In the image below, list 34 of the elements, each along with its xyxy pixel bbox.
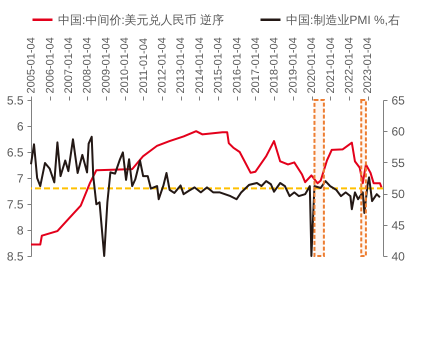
x-tick-label: 2005-01-04	[26, 37, 38, 94]
y-tick-label: 8.5	[6, 250, 24, 264]
x-tick-label: 2012-01-04	[156, 37, 168, 94]
y2-tick-label: 55	[392, 156, 406, 170]
x-tick-label: 2018-01-04	[268, 37, 281, 94]
legend-label: 中国:制造业PMI %,右	[286, 12, 400, 27]
x-tick-label: 2022-01-04	[343, 37, 356, 94]
x-tick-label: 2017-01-04	[250, 37, 262, 94]
x-tick-label: 2008-01-04	[82, 37, 94, 94]
y2-tick-label: 40	[392, 250, 406, 264]
y2-tick-label: 45	[392, 218, 406, 232]
y-tick-label: 7.5	[6, 198, 24, 212]
x-tick-label: 2015-01-04	[212, 37, 225, 94]
y2-tick-label: 50	[392, 187, 406, 202]
y-tick-label: 8	[16, 224, 24, 238]
x-tick-label: 2006-01-04	[44, 37, 56, 94]
y-tick-label: 6.5	[6, 146, 24, 160]
x-tick-label: 2007-01-04	[63, 37, 76, 94]
x-tick-label: 2016-01-04	[231, 37, 244, 94]
y2-tick-label: 65	[392, 94, 406, 108]
y-tick-label: 5.5	[6, 94, 24, 108]
legend-label: 中国:中间价:美元兑人民币 逆序	[58, 12, 224, 27]
x-tick-label: 2021-01-04	[324, 37, 337, 94]
x-tick-label: 2023-01-04	[362, 37, 374, 94]
x-tick-label: 2010-01-04	[119, 37, 132, 94]
y2-tick-label: 60	[392, 124, 406, 139]
x-tick-label: 2011-01-04	[138, 38, 150, 94]
x-tick-label: 2019-01-04	[287, 37, 300, 94]
x-tick-label: 2014-01-04	[194, 37, 206, 94]
x-tick-label: 2009-01-04	[100, 37, 112, 94]
y-tick-label: 7	[16, 172, 24, 186]
x-tick-label: 2013-01-04	[175, 37, 188, 94]
x-tick-label: 2020-01-04	[306, 37, 318, 94]
y-tick-label: 6	[16, 120, 24, 134]
